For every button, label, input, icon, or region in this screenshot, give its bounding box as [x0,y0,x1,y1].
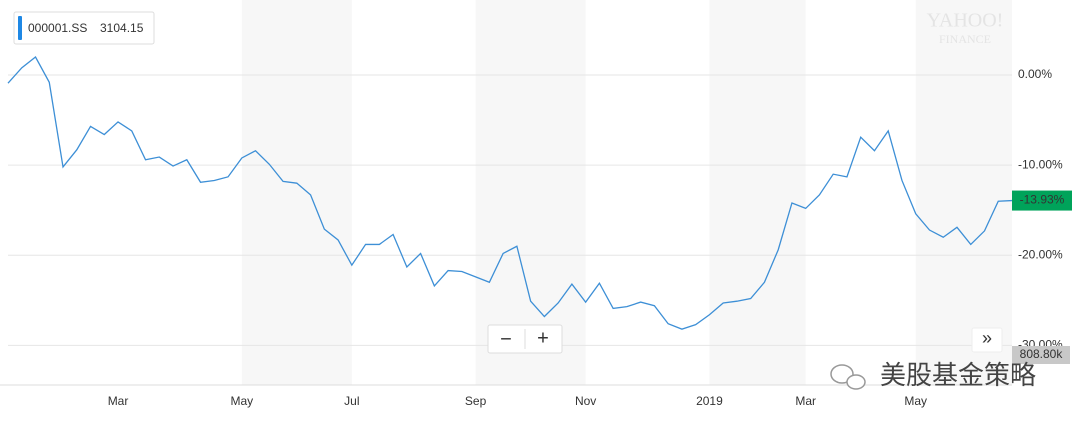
shaded-band [475,0,586,385]
x-tick-label: Jul [344,394,359,408]
zoom-in-button[interactable]: + [537,327,549,349]
x-tick-label: Nov [575,394,596,408]
shaded-band [915,0,1012,385]
legend-price: 3104.15 [100,21,144,35]
icon-bubble [830,364,854,384]
shaded-band [709,0,806,385]
plot [7,56,1013,330]
x-tick-label: May [904,394,927,408]
x-tick-label: May [230,394,253,408]
brand-watermark-sub: FINANCE [939,32,991,46]
x-tick-label: 2019 [696,394,723,408]
watermark-text: 美股基金策略 [880,360,1036,390]
last-value-badge [1012,190,1072,211]
more-box [971,327,1003,353]
price-line [7,56,1013,330]
y-tick-label: -10.00% [1018,157,1063,171]
y-tick-label: -20.00% [1018,247,1063,261]
volume-badge [1012,346,1070,364]
volume-label: 808.80k [1020,347,1064,361]
background-bands [241,0,1012,385]
x-tick-label: Mar [795,394,816,408]
last-value-label: -13.93% [1020,193,1065,207]
legend-label: 000001.SS [28,21,87,35]
zoom-controls: − + [487,324,563,354]
more-button[interactable]: » [982,328,992,348]
legend: 000001.SS 3104.15 [13,11,155,45]
x-tick-label: Sep [465,394,487,408]
x-tick-label: Mar [108,394,129,408]
legend-box [13,11,155,45]
zoom-out-button[interactable]: − [500,328,512,350]
watermark-icon [830,364,866,390]
icon-bubble [846,374,866,390]
brand-watermark: YAHOO! [927,10,1004,32]
shaded-band [241,0,352,385]
y-tick-label: 0.00% [1018,67,1052,81]
legend-swatch [18,16,22,40]
